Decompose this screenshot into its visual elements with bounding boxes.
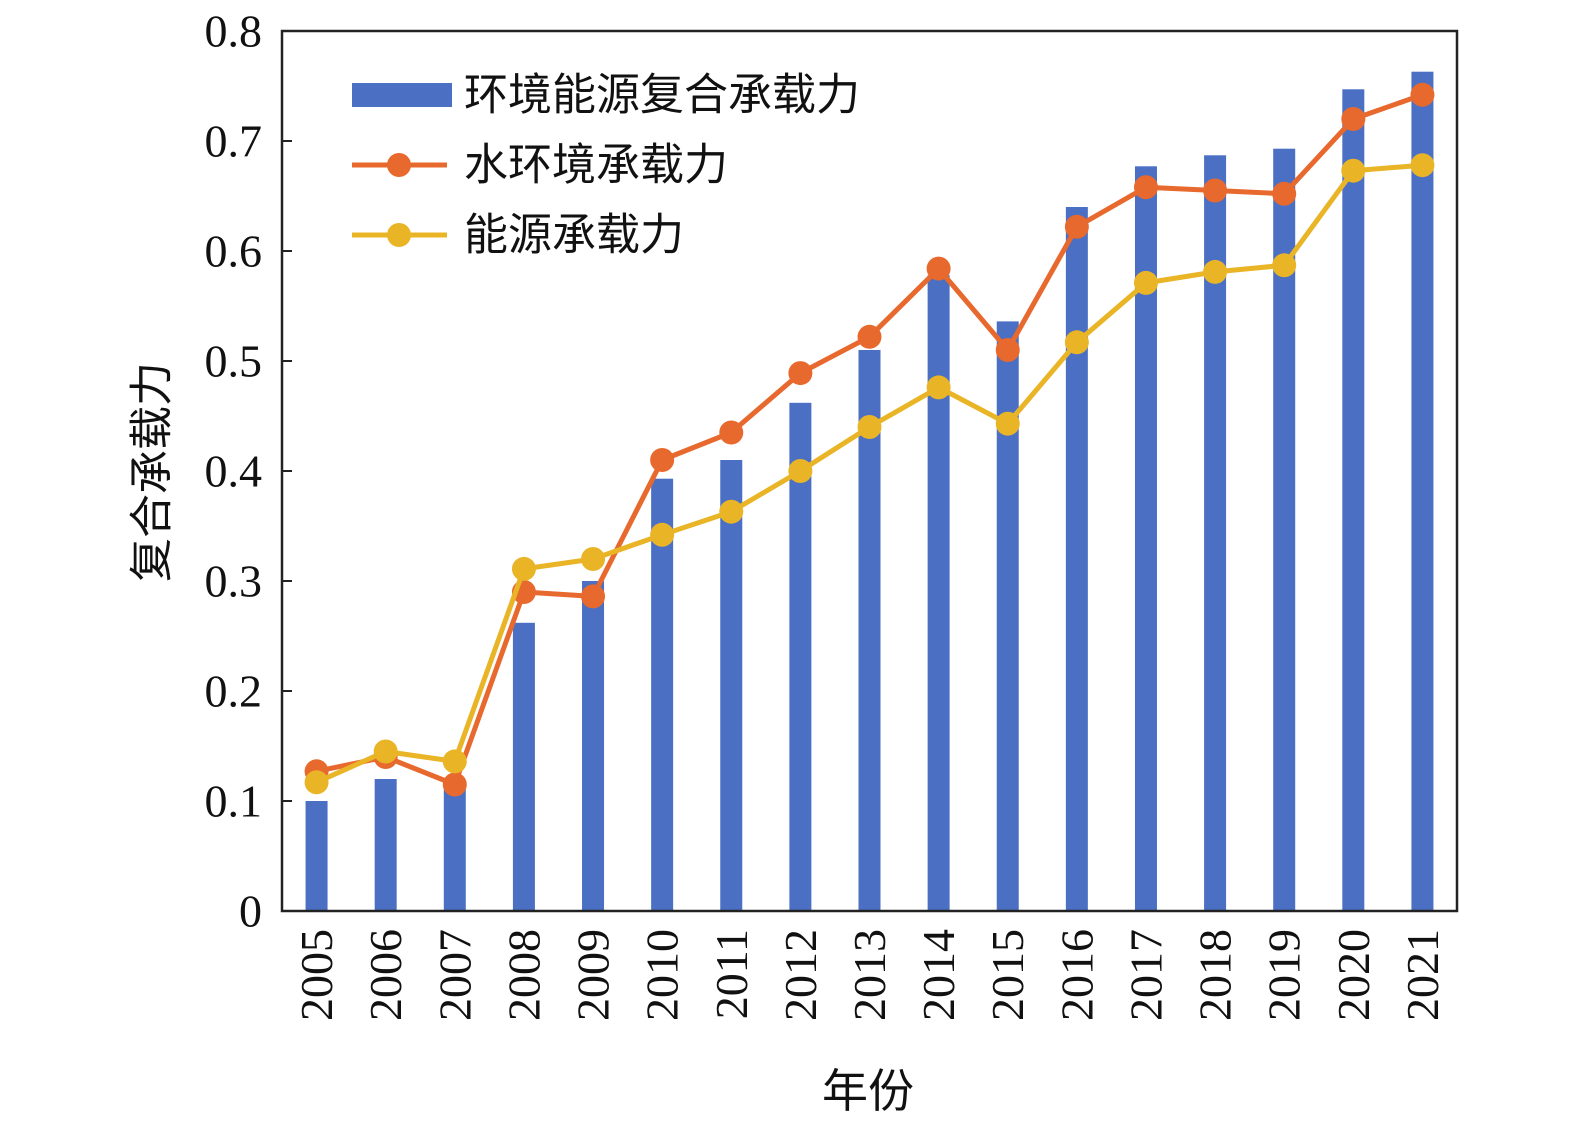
x-tick-label: 2007 <box>429 929 480 1021</box>
series-point <box>304 770 329 795</box>
bar <box>374 779 397 911</box>
legend-marker <box>387 153 411 177</box>
series-point <box>373 739 398 764</box>
y-axis-title: 复合承载力 <box>127 362 178 582</box>
bar <box>305 801 328 911</box>
series-point <box>1203 178 1228 203</box>
series-point <box>581 584 606 609</box>
bar <box>720 460 743 911</box>
series-point <box>719 499 744 524</box>
series-point <box>788 459 813 483</box>
bar <box>1065 207 1088 911</box>
line-series <box>304 82 1435 797</box>
series-point <box>1341 107 1366 131</box>
x-tick-label: 2017 <box>1120 929 1171 1021</box>
y-tick-label: 0.2 <box>205 666 263 717</box>
bar <box>858 350 881 911</box>
y-tick-label: 0.4 <box>205 446 263 497</box>
x-tick-label: 2012 <box>775 929 826 1021</box>
series-point <box>1272 181 1297 206</box>
x-tick-label: 2009 <box>568 929 619 1021</box>
x-tick-label: 2013 <box>844 929 895 1021</box>
series-point <box>511 556 536 581</box>
series-point <box>581 547 606 571</box>
series-point <box>1410 153 1435 178</box>
bar <box>512 622 535 911</box>
bar <box>1134 166 1157 912</box>
x-tick-label: 2019 <box>1259 929 1310 1021</box>
x-tick-label: 2011 <box>706 929 757 1019</box>
x-tick-label: 2005 <box>291 929 342 1021</box>
series-point <box>1203 259 1228 284</box>
legend-marker <box>387 223 411 247</box>
x-axis-title: 年份 <box>822 1064 914 1118</box>
x-tick-label: 2021 <box>1397 929 1448 1021</box>
series-point <box>650 522 675 547</box>
bar <box>789 402 812 911</box>
series-point <box>788 361 813 386</box>
bar <box>1273 148 1296 911</box>
series-point <box>857 324 882 349</box>
y-tick-label: 0 <box>239 886 262 937</box>
y-axis: 0 0.1 0.2 0.3 0.4 0.5 0.6 0.7 0.8 <box>205 6 292 937</box>
bar <box>1204 155 1227 912</box>
x-tick-label: 2014 <box>913 929 964 1021</box>
series-point <box>926 256 951 281</box>
x-tick-label: 2008 <box>498 929 549 1021</box>
bar <box>651 478 674 911</box>
legend-label: 水环境承载力 <box>464 140 728 191</box>
y-tick-label: 0.1 <box>205 776 263 827</box>
x-tick-label: 2016 <box>1051 929 1102 1021</box>
series-point <box>1341 158 1366 183</box>
legend-swatch <box>352 83 452 107</box>
bar <box>996 321 1019 911</box>
bar <box>443 784 466 911</box>
x-tick-label: 2015 <box>982 929 1033 1021</box>
series-point <box>995 338 1020 362</box>
bar <box>1411 71 1434 911</box>
series-point <box>857 415 882 439</box>
series-point <box>995 411 1020 436</box>
y-tick-label: 0.6 <box>205 226 263 277</box>
bar-series <box>305 71 1434 912</box>
y-tick-label: 0.8 <box>205 6 263 57</box>
bar <box>927 275 950 911</box>
x-axis: 2005 2006 2007 2008 2009 2010 2011 2012 2013 2014… <box>291 929 1448 1021</box>
y-tick-label: 0.5 <box>205 336 263 387</box>
bar <box>1342 89 1365 912</box>
series-point <box>1133 270 1158 295</box>
series-point <box>442 772 467 797</box>
series-point <box>1272 253 1297 278</box>
series-point <box>650 448 675 472</box>
x-tick-label: 2006 <box>360 929 411 1021</box>
legend-label: 能源承载力 <box>464 210 684 261</box>
y-tick-label: 0.7 <box>205 116 263 167</box>
series-point <box>719 420 744 445</box>
y-tick-label: 0.3 <box>205 556 263 607</box>
x-tick-label: 2010 <box>637 929 688 1021</box>
series-point <box>442 749 467 774</box>
series-point <box>926 375 951 400</box>
series-point <box>1064 330 1089 355</box>
series-point <box>1133 175 1158 200</box>
series-point <box>1064 214 1089 239</box>
x-tick-label: 2020 <box>1328 929 1379 1021</box>
bar <box>582 581 605 911</box>
x-tick-label: 2018 <box>1190 929 1241 1021</box>
legend-label: 环境能源复合承载力 <box>464 70 860 121</box>
series-point <box>1410 82 1435 107</box>
